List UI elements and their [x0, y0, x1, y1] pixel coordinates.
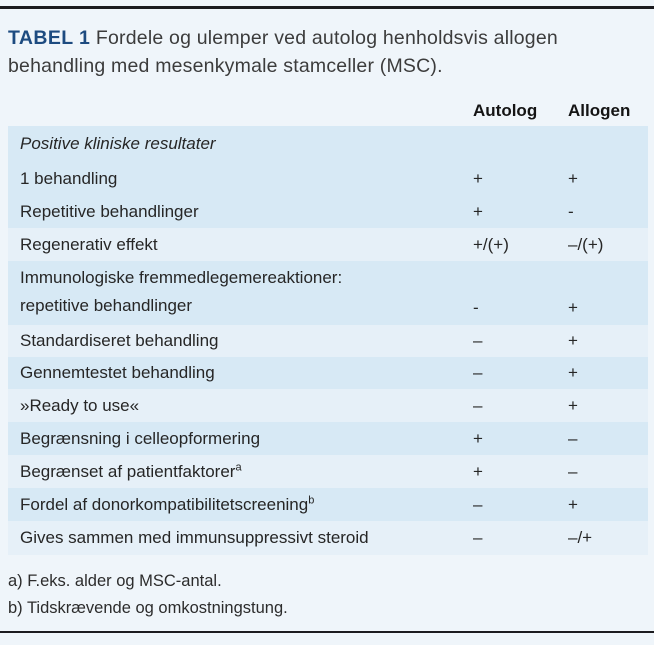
allogen-value: – — [568, 461, 578, 481]
table-row: Begrænset af patientfaktorera + – — [8, 455, 648, 488]
allogen-value: –/+ — [568, 528, 593, 547]
table-row: Repetitive behandlinger + - — [8, 195, 648, 228]
table-title: TABEL 1 Fordele og ulemper ved autolog h… — [8, 24, 640, 80]
autolog-value: - — [473, 298, 479, 317]
allogen-value: + — [568, 363, 578, 382]
row-label: Immunologiske fremmedlegemereaktioner: r… — [8, 264, 468, 325]
row-label: Standardiseret behandling — [20, 331, 219, 350]
autolog-value: + — [473, 201, 483, 221]
comparison-table: Positive kliniske resultater 1 behandlin… — [8, 126, 648, 555]
allogen-value: + — [568, 395, 578, 415]
allogen-value: + — [568, 331, 578, 350]
footnotes: a) F.eks. alder og MSC-antal. b) Tidskræ… — [8, 568, 646, 622]
allogen-value: + — [568, 168, 578, 188]
row-label: Fordel af donorkompatibilitetscreeningb — [8, 493, 468, 515]
row-label: Begrænset af patientfaktorera — [8, 460, 468, 482]
autolog-value: – — [473, 363, 483, 382]
row-label: Positive kliniske resultater — [20, 134, 216, 153]
table-row-section: Positive kliniske resultater — [8, 126, 648, 162]
autolog-value: – — [473, 528, 483, 547]
row-label: »Ready to use« — [20, 395, 140, 415]
allogen-value: - — [568, 201, 574, 221]
autolog-value: – — [473, 395, 483, 415]
table-row: Immunologiske fremmedlegemereaktioner: r… — [8, 261, 648, 325]
table-row: 1 behandling + + — [8, 162, 648, 195]
bottom-rule — [0, 631, 654, 633]
table-row: Gennemtestet behandling – + — [8, 357, 648, 389]
allogen-value: + — [568, 494, 578, 514]
autolog-value: + — [473, 428, 483, 448]
autolog-value: +/(+) — [473, 234, 509, 254]
allogen-value: + — [568, 298, 578, 317]
autolog-value: – — [473, 331, 483, 350]
autolog-column-header: Autolog — [473, 101, 538, 120]
row-label-text: Fordel af donorkompatibilitetscreening — [20, 494, 309, 514]
table-row: Fordel af donorkompatibilitetscreeningb … — [8, 488, 648, 521]
row-label: 1 behandling — [20, 168, 118, 188]
footnote-marker-a: a — [235, 460, 242, 473]
row-label-text: Begrænset af patientfaktorer — [20, 461, 236, 481]
table-number-label: TABEL 1 — [8, 27, 91, 49]
row-label-line2: repetitive behandlinger — [20, 296, 193, 315]
row-label-line1: Immunologiske fremmedlegemereaktioner: — [20, 268, 343, 287]
footnote-marker-b: b — [308, 493, 315, 506]
column-header-row: Autolog Allogen — [8, 101, 648, 121]
table-caption-text: Fordele og ulemper ved autolog henholdsv… — [8, 27, 558, 77]
autolog-value: + — [473, 461, 483, 481]
row-label: Regenerativ effekt — [20, 234, 158, 254]
row-label: Gives sammen med immunsuppressivt steroi… — [20, 528, 369, 547]
top-rule — [0, 6, 654, 9]
label-column-header — [8, 101, 468, 121]
allogen-column-header: Allogen — [568, 101, 631, 120]
row-label: Gennemtestet behandling — [20, 363, 215, 382]
table-row: Begrænsning i celleopformering + – — [8, 422, 648, 455]
table-row: Standardiseret behandling – + — [8, 325, 648, 357]
table-row: Regenerativ effekt +/(+) –/(+) — [8, 228, 648, 261]
row-label: Begrænsning i celleopformering — [20, 428, 261, 448]
table-row: Gives sammen med immunsuppressivt steroi… — [8, 521, 648, 555]
allogen-value: –/(+) — [568, 234, 604, 254]
footnote-b: b) Tidskrævende og omkostningstung. — [8, 599, 288, 617]
table-row: »Ready to use« – + — [8, 389, 648, 422]
row-label: Repetitive behandlinger — [20, 201, 199, 221]
autolog-value: – — [473, 494, 483, 514]
footnote-a: a) F.eks. alder og MSC-antal. — [8, 572, 222, 590]
autolog-value: + — [473, 168, 483, 188]
allogen-value: – — [568, 428, 578, 448]
